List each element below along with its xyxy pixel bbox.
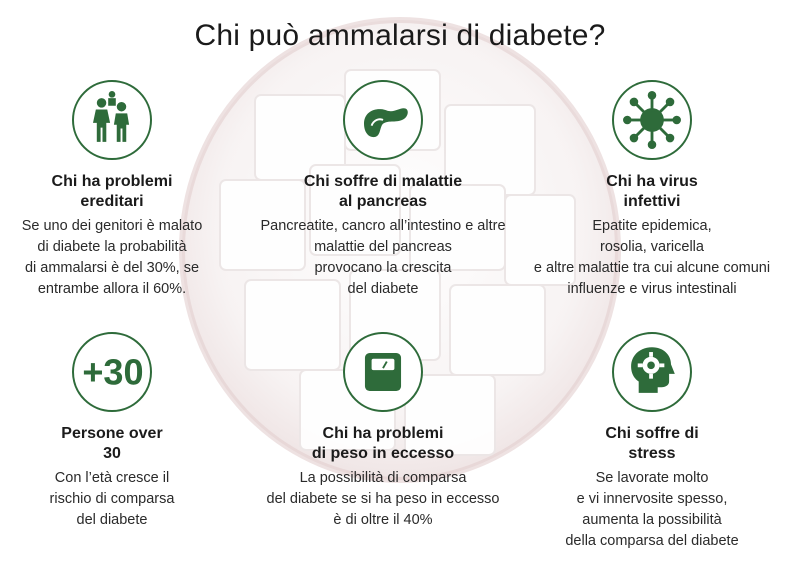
- card-heading: Chi ha problemi di peso in eccesso: [311, 425, 455, 462]
- card-heading: Persone over 30: [61, 425, 163, 462]
- card-heading: Chi soffre di stress: [605, 425, 699, 462]
- head-gear-icon: [612, 332, 692, 412]
- scale-icon: [343, 332, 423, 412]
- virus-icon: [612, 80, 692, 160]
- card-description: Se uno dei genitori è malato di diabete …: [21, 218, 203, 297]
- page-title: Chi può ammalarsi di diabete?: [194, 19, 606, 52]
- pancreas-icon: [343, 80, 423, 160]
- card-description: La possibilità di comparsa del diabete s…: [266, 470, 500, 528]
- card-description: Pancreatite, cancro all’intestino e altr…: [260, 218, 506, 297]
- card-stress: Chi soffre di stress Se lavorate molto e…: [512, 332, 792, 552]
- card-heading: Chi soffre di malattie al pancreas: [303, 173, 463, 210]
- card-virus: Chi ha virus infettivi Epatite epidemica…: [512, 80, 792, 300]
- card-description: Se lavorate molto e vi innervosite spess…: [565, 470, 739, 549]
- card-overweight: Chi ha problemi di peso in eccesso La po…: [243, 332, 523, 531]
- card-heading: Chi ha problemi ereditari: [51, 173, 173, 210]
- family-icon: [72, 80, 152, 160]
- card-hereditary: Chi ha problemi ereditari Se uno dei gen…: [0, 80, 252, 300]
- card-pancreas: Chi soffre di malattie al pancreas Pancr…: [243, 80, 523, 300]
- card-heading: Chi ha virus infettivi: [606, 173, 698, 210]
- card-description: Epatite epidemica, rosolia, varicella e …: [533, 218, 771, 297]
- plus-30-label: +30: [82, 351, 143, 392]
- plus-30-icon: +30: [72, 332, 152, 412]
- card-over-30: +30 Persone over 30 Con l’età cresce il …: [0, 332, 252, 531]
- card-description: Con l’età cresce il rischio di comparsa …: [49, 470, 175, 528]
